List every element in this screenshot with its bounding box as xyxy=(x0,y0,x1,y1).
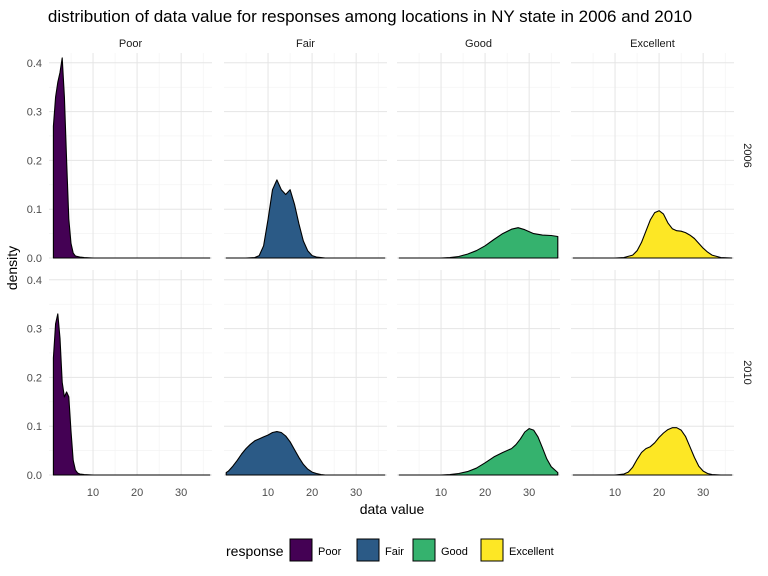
y-tick-label: 0.4 xyxy=(27,58,42,70)
legend-key-poor xyxy=(289,538,313,562)
facet-column-label: Poor xyxy=(119,38,143,50)
y-tick-label: 0.3 xyxy=(27,324,42,336)
legend-label-fair: Fair xyxy=(385,546,404,558)
panel-fair-2010 xyxy=(224,270,387,476)
x-tick-label: 30 xyxy=(523,487,535,499)
density-area-excellent-2010 xyxy=(572,427,733,476)
y-tick-label: 0.1 xyxy=(27,421,42,433)
panel-good-2006 xyxy=(397,53,560,259)
x-tick-label: 30 xyxy=(697,487,709,499)
density-area-fair-2006 xyxy=(225,179,386,259)
x-tick-label: 10 xyxy=(435,487,447,499)
x-axis-label: data value xyxy=(360,501,425,517)
facet-column-label: Good xyxy=(465,38,492,50)
density-area-good-2006 xyxy=(398,227,559,259)
panel-poor-2010 xyxy=(49,270,212,476)
legend-title: response xyxy=(226,543,284,559)
legend: response Poor Fair Good Excellent xyxy=(226,538,554,562)
facet-row-label: 2010 xyxy=(741,360,753,384)
y-tick-label: 0.0 xyxy=(27,470,42,482)
x-tick-label: 20 xyxy=(306,487,318,499)
density-area-fair-2010 xyxy=(225,431,386,476)
y-tick-label: 0.2 xyxy=(27,155,42,167)
x-tick-label: 20 xyxy=(479,487,491,499)
panel-poor-2006 xyxy=(49,53,212,259)
facet-column-label: Fair xyxy=(296,38,315,50)
legend-key-good xyxy=(412,538,436,562)
x-tick-label: 20 xyxy=(653,487,665,499)
x-tick-label: 10 xyxy=(609,487,621,499)
y-tick-label: 0.2 xyxy=(27,372,42,384)
panel-fair-2006 xyxy=(224,53,387,259)
legend-key-excellent xyxy=(480,538,504,562)
density-area-good-2010 xyxy=(398,428,559,476)
y-tick-label: 0.4 xyxy=(27,275,42,287)
x-tick-label: 30 xyxy=(175,487,187,499)
x-tick-label: 30 xyxy=(350,487,362,499)
y-tick-label: 0.0 xyxy=(27,253,42,265)
chart-title: distribution of data value for responses… xyxy=(48,7,692,26)
x-tick-label: 20 xyxy=(131,487,143,499)
density-area-poor-2010 xyxy=(52,313,211,476)
legend-label-excellent: Excellent xyxy=(509,546,554,558)
density-area-excellent-2006 xyxy=(572,210,733,259)
y-tick-label: 0.3 xyxy=(27,107,42,119)
facet-column-label: Excellent xyxy=(630,38,675,50)
panels-group xyxy=(49,53,734,476)
legend-label-good: Good xyxy=(441,546,468,558)
facet-row-label: 2006 xyxy=(741,143,753,167)
axes-group: Poor Fair Good Excellent200620100.00.10.20.… xyxy=(27,38,753,499)
y-axis-label: density xyxy=(4,246,20,290)
legend-key-fair xyxy=(356,538,380,562)
y-tick-label: 0.1 xyxy=(27,204,42,216)
legend-label-poor: Poor xyxy=(318,546,342,558)
x-tick-label: 10 xyxy=(87,487,99,499)
density-area-poor-2006 xyxy=(52,57,211,259)
x-tick-label: 10 xyxy=(262,487,274,499)
